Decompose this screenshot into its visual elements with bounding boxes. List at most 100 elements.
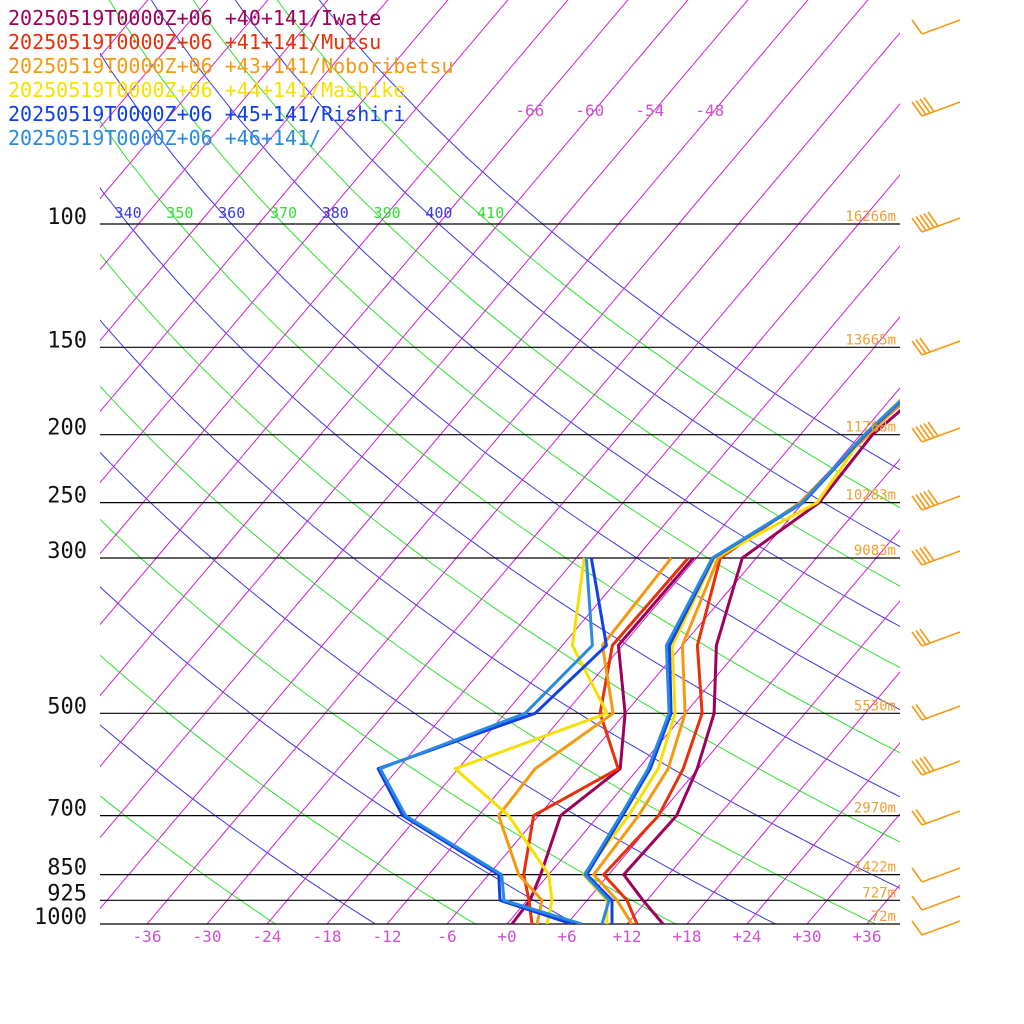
height-label: 9083m: [854, 543, 896, 559]
wind-barb: [911, 337, 961, 356]
wind-barb: [911, 211, 961, 233]
upper-temp-labels: -66 -60 -54 -48: [515, 101, 724, 120]
x-tick-label: +0: [497, 927, 516, 946]
height-label: 2970m: [854, 801, 896, 817]
height-label: 10283m: [845, 488, 896, 504]
wind-barb: [911, 756, 961, 776]
temperature-line: [622, 409, 900, 924]
isotherm-line: [686, 671, 900, 924]
wind-barb: [911, 97, 961, 117]
dry-adiabat: [100, 795, 277, 924]
dewpoint-line: [378, 557, 594, 924]
pressure-label: 300: [47, 539, 87, 564]
isotherm-line: [386, 316, 900, 924]
theta-label: 380: [322, 204, 349, 222]
pressure-label: 1000: [34, 905, 87, 930]
legend-entry-noboribetsu: 20250519T0000Z+06 +43+141/Noboribetsu: [8, 54, 454, 78]
wind-barb: [911, 546, 961, 566]
isotherm-line: [866, 884, 900, 924]
legend: 20250519T0000Z+06 +40+141/Iwate 20250519…: [8, 6, 454, 150]
temperature-line: [602, 403, 900, 924]
pressure-label: 100: [47, 205, 87, 230]
isotherm-line: [100, 0, 629, 626]
wind-barb: [911, 19, 961, 35]
pressure-label: 500: [47, 694, 87, 719]
height-label: 727m: [862, 885, 896, 901]
theta-label: 340: [115, 204, 142, 222]
isotherm-line: [206, 103, 900, 924]
isotherm-line: [987, 0, 1024, 924]
isotherm-line: [146, 32, 900, 924]
pressure-label: 150: [47, 328, 87, 353]
isotherm-line: [100, 0, 809, 839]
x-tick-label: -24: [253, 927, 282, 946]
dry-adiabat: [100, 654, 477, 924]
height-label: 16266m: [845, 209, 896, 225]
x-tick-label: -36: [133, 927, 162, 946]
theta-labels: 340 350 360 370 380 390 400 410: [115, 204, 505, 222]
dry-adiabat: [100, 451, 777, 924]
isotherm-line: [100, 0, 509, 484]
upper-temp-label: -48: [695, 101, 724, 120]
x-tick-label: +30: [793, 927, 822, 946]
isotherm-line: [626, 600, 900, 924]
pressure-label: 850: [47, 856, 87, 881]
height-label: 5530m: [854, 698, 896, 714]
theta-label: 390: [374, 204, 401, 222]
theta-label: 400: [425, 204, 452, 222]
height-label: 11768m: [845, 420, 896, 436]
legend-entry-mashike: 20250519T0000Z+06 +44+141/Mashike: [8, 78, 406, 102]
isotherm-line: [100, 0, 749, 768]
dewpoint-line: [453, 557, 609, 924]
theta-label: 370: [270, 204, 297, 222]
height-label: 13665m: [845, 332, 896, 348]
wind-barb: [911, 628, 961, 647]
pressure-label: 925: [47, 881, 87, 906]
wind-barb: [911, 421, 961, 443]
isotherm-line: [100, 0, 569, 555]
isotherm-line: [566, 529, 900, 924]
dry-adiabat: [100, 586, 577, 924]
isotherm-line: [506, 458, 900, 924]
legend-entry-46-141: 20250519T0000Z+06 +46+141/: [8, 126, 322, 150]
isotherm-line: [100, 0, 449, 413]
wind-barb: [911, 489, 961, 511]
theta-label: 410: [477, 204, 504, 222]
dry-adiabat: [100, 724, 377, 924]
x-tick-label: +18: [673, 927, 702, 946]
upper-temp-label: -66: [515, 101, 544, 120]
temperature-line: [583, 399, 900, 924]
wind-barb: [911, 895, 961, 911]
wind-barb: [911, 920, 961, 936]
pressure-lines: [100, 223, 900, 925]
theta-label: 360: [218, 204, 245, 222]
pressure-label: 250: [47, 484, 87, 509]
x-tick-label: +12: [613, 927, 642, 946]
height-label: 1422m: [854, 860, 896, 876]
pressure-label: 700: [47, 797, 87, 822]
isotherms: [100, 0, 1024, 924]
isotherm-line: [446, 387, 900, 924]
upper-temp-label: -60: [575, 101, 604, 120]
legend-entry-iwate: 20250519T0000Z+06 +40+141/Iwate: [8, 6, 382, 30]
legend-entry-rishiri: 20250519T0000Z+06 +45+141/Rishiri: [8, 102, 406, 126]
dewpoint-line: [376, 557, 608, 924]
theta-label: 350: [166, 204, 193, 222]
x-tick-label: +24: [733, 927, 762, 946]
dewpoint-line: [497, 557, 673, 924]
x-axis-tick-labels: -36 -30 -24 -18 -12 -6 +0 +6 +12 +18 +24 +30 +36: [133, 927, 882, 946]
pressure-label: 200: [47, 416, 87, 441]
legend-entry-mutsu: 20250519T0000Z+06 +41+141/Mutsu: [8, 30, 382, 54]
wind-barb: [911, 867, 961, 883]
height-label: 72m: [871, 909, 896, 925]
isotherm-line: [806, 813, 900, 924]
isotherm-line: [100, 0, 689, 697]
wind-barb: [911, 809, 961, 826]
isotherm-line: [100, 0, 869, 910]
x-tick-label: -18: [313, 927, 342, 946]
isotherm-line: [266, 174, 900, 924]
temperature-line: [592, 402, 900, 924]
wind-barbs: [911, 19, 961, 936]
